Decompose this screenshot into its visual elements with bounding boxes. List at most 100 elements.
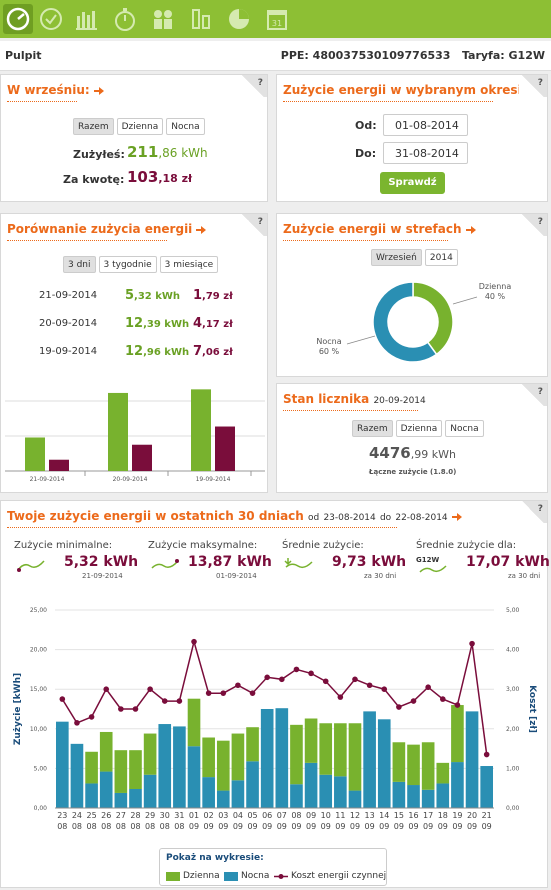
bar-nocna <box>173 726 186 808</box>
bar-dzienna <box>246 727 259 762</box>
tick-label: 19-09-2014 <box>196 476 231 483</box>
trend-avg-icon <box>284 558 313 569</box>
tariff-value: G12W <box>508 49 545 62</box>
tab-dzienna[interactable]: Dzienna <box>116 118 164 135</box>
bar-nocna <box>129 788 142 808</box>
row-cost: 1,79 zł <box>193 288 233 303</box>
tab-dzienna[interactable]: Dzienna <box>395 420 443 437</box>
y2-tick-label: 4,00 <box>506 647 520 654</box>
compare-bars-icon[interactable] <box>186 4 216 34</box>
bar-nocna <box>158 724 172 808</box>
y-tick-label: 5,00 <box>34 765 48 772</box>
row-cost: 7,06 zł <box>193 344 233 359</box>
calendar-icon[interactable]: 31 <box>262 4 292 34</box>
cost-point <box>235 682 241 689</box>
x-tick-month: 09 <box>189 822 199 831</box>
go-arrow-icon[interactable] <box>93 86 105 96</box>
cost-point <box>396 704 402 710</box>
x-tick-day: 18 <box>438 811 448 820</box>
users-icon[interactable] <box>148 4 178 34</box>
top-navigation: 31 <box>0 0 551 38</box>
x-tick-month: 09 <box>204 822 214 831</box>
x-tick-month: 08 <box>86 822 96 831</box>
tab-3-weeks[interactable]: 3 tygodnie <box>98 256 157 273</box>
x-tick-month: 08 <box>160 822 170 831</box>
trend-tariff-icon <box>419 565 447 573</box>
y-axis-label: Zużycie [kWh] <box>13 673 23 745</box>
check-button[interactable]: Sprawdź <box>380 172 445 194</box>
leader-line <box>452 296 478 305</box>
go-arrow-icon[interactable] <box>196 225 207 235</box>
legend-item-koszt[interactable]: Koszt energii czynnej <box>274 871 386 881</box>
legend-item-nocna[interactable]: Nocna <box>224 871 269 881</box>
panel-title: Porównanie zużycia energii <box>7 222 207 236</box>
help-icon[interactable]: ? <box>519 384 547 406</box>
help-icon[interactable]: ? <box>519 214 547 236</box>
bar-dzienna <box>436 762 450 784</box>
cost-point <box>293 666 300 673</box>
date-from-input[interactable]: 01-08-2014 <box>383 114 468 136</box>
cost-point <box>279 676 285 683</box>
bar-dzienna <box>421 742 435 790</box>
cost-point <box>439 696 446 702</box>
leader-line <box>346 335 376 345</box>
date-to-input[interactable]: 31-08-2014 <box>383 142 468 164</box>
bar-dzienna <box>231 733 245 781</box>
x-tick-day: 19 <box>452 811 462 820</box>
bar-chart-icon[interactable] <box>72 4 102 34</box>
x-tick-month: 09 <box>467 822 477 831</box>
page-header: Pulpit PPE: 480037530109776533 Taryfa: G… <box>0 41 551 71</box>
cost-point <box>176 698 183 704</box>
bar-dzienna <box>216 740 230 791</box>
x-tick-day: 02 <box>204 811 214 820</box>
cost-point <box>264 674 270 681</box>
tab-razem[interactable]: Razem <box>73 118 114 135</box>
x-tick-month: 09 <box>350 822 360 831</box>
help-icon[interactable]: ? <box>239 75 267 97</box>
cost-value: 103,18 zł <box>127 168 193 186</box>
help-icon[interactable]: ? <box>519 75 547 97</box>
y2-tick-label: 0,00 <box>506 805 520 812</box>
y2-tick-label: 3,00 <box>506 686 520 693</box>
x-tick-month: 09 <box>335 822 345 831</box>
x-tick-day: 06 <box>262 811 272 820</box>
meter-value: 4476,99 kWh <box>369 444 456 462</box>
x-tick-month: 09 <box>233 822 243 831</box>
bar-nocna <box>407 785 420 808</box>
bar-nocna <box>451 762 464 808</box>
tab-3-months[interactable]: 3 miesiące <box>159 256 219 273</box>
row-date: 20-09-2014 <box>39 318 98 329</box>
pie-chart-icon[interactable] <box>224 4 254 34</box>
donut-slice-dzienna <box>412 281 454 356</box>
compare-panel: Porównanie zużycia energii ? 3 dni 3 tyg… <box>0 213 268 493</box>
go-arrow-icon[interactable] <box>451 512 463 522</box>
x-tick-day: 08 <box>291 811 301 820</box>
stat-max: Zużycie maksymalne: 13,87 kWh 01-09-2014 <box>148 540 272 580</box>
x-tick-month: 09 <box>423 822 433 831</box>
help-icon[interactable]: ? <box>519 501 547 523</box>
legend-item-dzienna[interactable]: Dzienna <box>166 871 220 881</box>
cost-point <box>308 670 314 677</box>
x-tick-day: 13 <box>365 811 375 820</box>
go-arrow-icon[interactable] <box>465 225 477 235</box>
bar-nocna <box>304 762 318 808</box>
tab-3-days[interactable]: 3 dni <box>63 256 96 273</box>
tab-nocna[interactable]: Nocna <box>166 118 205 135</box>
x-tick-day: 03 <box>218 811 228 820</box>
tab-wrzesien[interactable]: Wrzesień <box>371 249 422 266</box>
tab-2014[interactable]: 2014 <box>424 249 458 266</box>
help-icon[interactable]: ? <box>239 214 267 236</box>
svg-text:31: 31 <box>272 19 282 28</box>
check-circle-icon[interactable] <box>36 4 66 34</box>
tab-nocna[interactable]: Nocna <box>445 420 484 437</box>
tab-razem[interactable]: Razem <box>352 420 393 437</box>
dashboard-icon[interactable] <box>3 4 33 34</box>
stopwatch-icon[interactable] <box>110 4 140 34</box>
stat-min: Zużycie minimalne: 5,32 kWh 21-09-2014 <box>14 540 139 580</box>
cost-point <box>220 690 227 696</box>
x-tick-day: 23 <box>57 811 67 820</box>
x-tick-month: 09 <box>394 822 404 831</box>
x-tick-day: 14 <box>379 811 389 820</box>
cost-point <box>191 638 197 645</box>
